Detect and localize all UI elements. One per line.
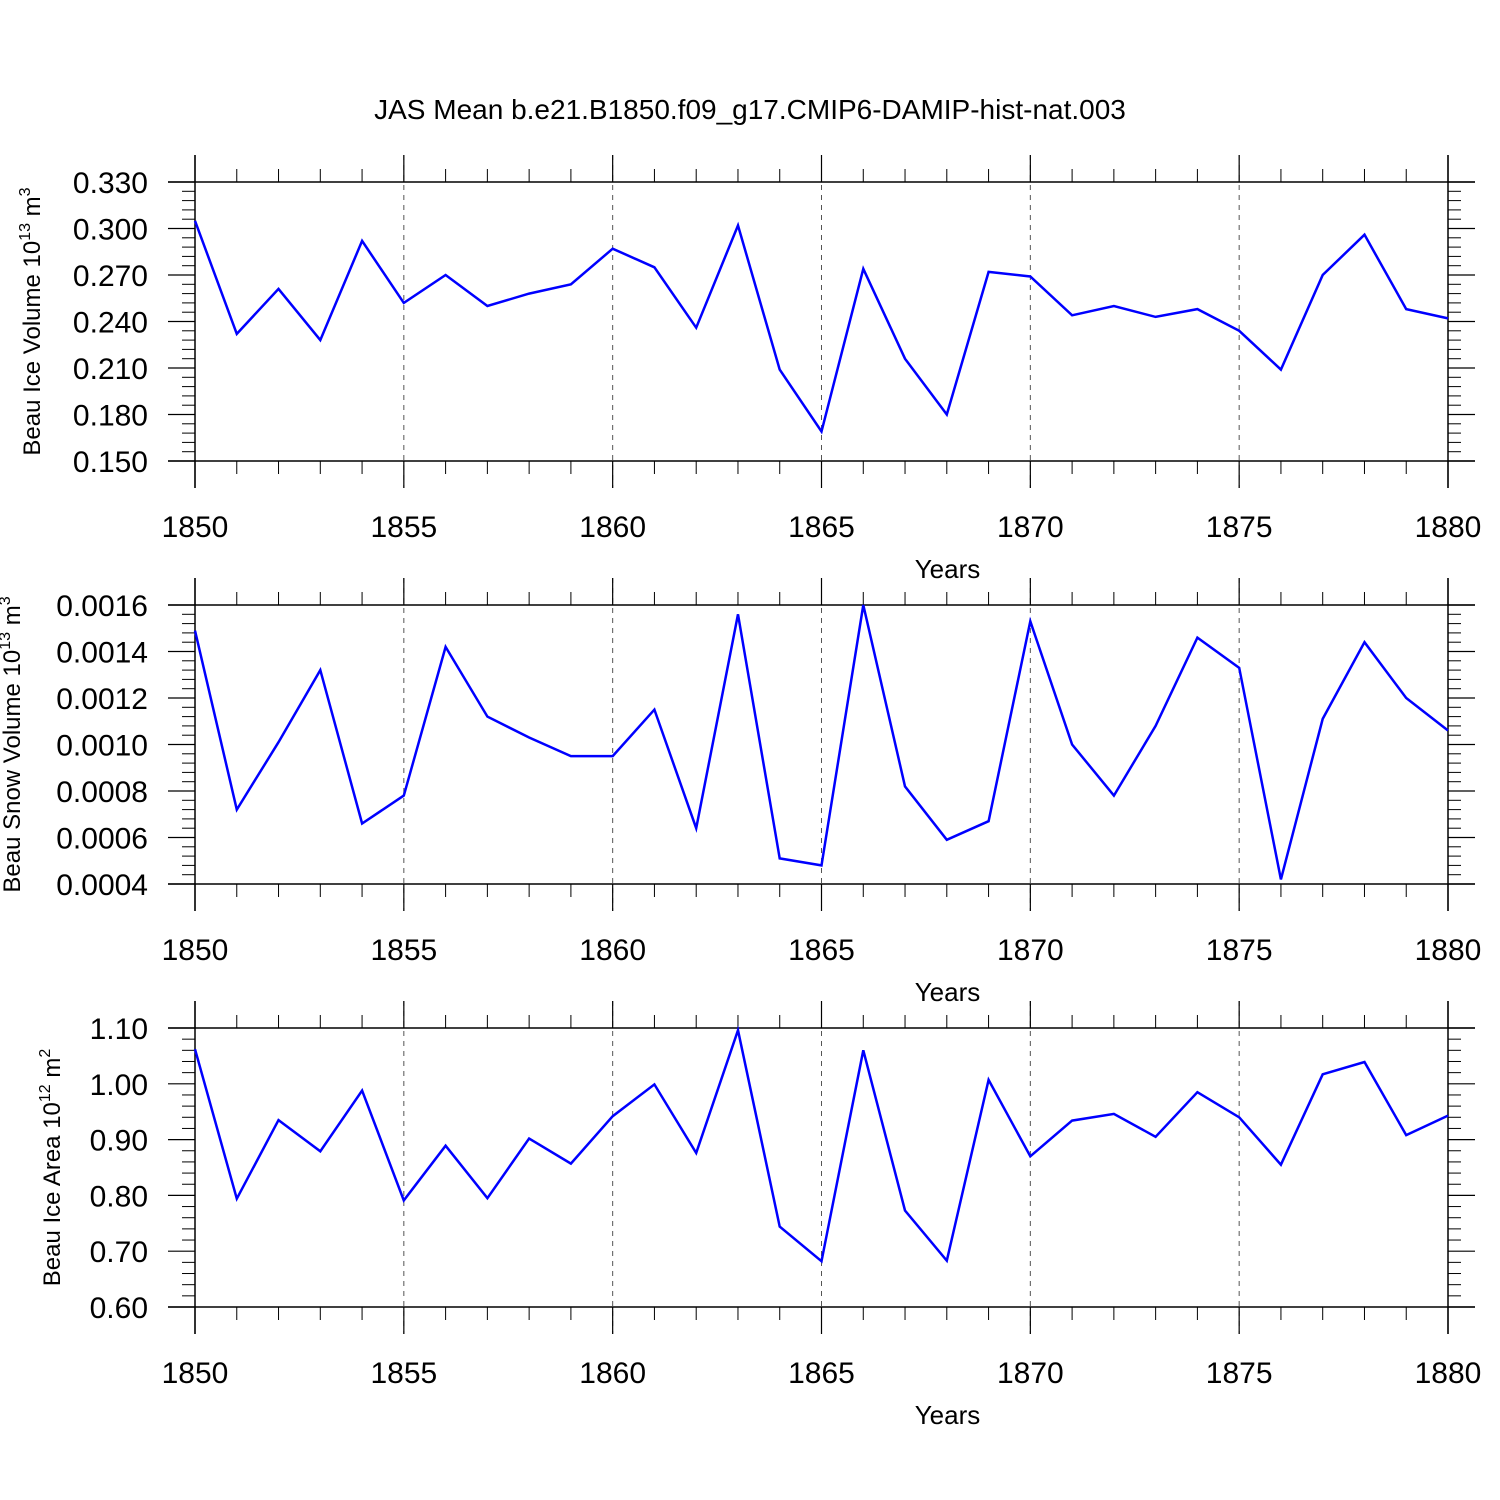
y-axis-label-text: Beau Snow Volume 10 [0,650,26,893]
y-tick-label: 0.60 [90,1292,148,1325]
y-axis-label-text: Beau Ice Area 10 [39,1102,66,1286]
x-tick-label: 1865 [788,934,855,967]
y-axis-label-unit: m [19,196,46,223]
y-axis-label: Beau Snow Volume 1013 m3 [0,596,26,892]
x-tick-label: 1875 [1206,511,1273,544]
x-tick-label: 1860 [579,511,646,544]
y-tick-label: 1.00 [90,1069,148,1102]
y-tick-label: 0.0006 [56,823,148,856]
y-tick-label: 0.0012 [56,683,148,716]
y-axis-label-unit-exponent: 3 [0,596,14,605]
x-tick-label: 1865 [788,1357,855,1390]
x-tick-label: 1875 [1206,1357,1273,1390]
x-tick-label: 1860 [579,934,646,967]
y-axis-label: Beau Ice Volume 1013 m3 [17,187,46,455]
x-tick-label: 1855 [370,511,437,544]
x-tick-label: 1880 [1415,1357,1482,1390]
y-tick-label: 0.0016 [56,590,148,623]
chart-panel-1: 0.150 0.180 0.210 0.240 0.270 0.300 0.330 1850 1… [17,155,1481,584]
data-series-line [193,604,1449,880]
chart-panel-2: 0.0004 0.0006 0.0008 0.0010 0.0012 0.0014 0.00… [0,578,1481,1007]
x-tick-label: 1855 [370,934,437,967]
y-axis-label-exponent: 12 [37,1084,54,1102]
x-tick-label: 1870 [997,1357,1064,1390]
x-tick-label: 1865 [788,511,855,544]
x-tick-label: 1875 [1206,934,1273,967]
y-axis-label-unit-exponent: 3 [17,187,34,196]
x-tick-label: 1850 [162,511,229,544]
x-tick-label: 1880 [1415,511,1482,544]
x-axis-label: Years [915,977,981,1007]
y-tick-label: 0.0010 [56,730,148,763]
y-axis-label: Beau Ice Area 1012 m2 [37,1049,66,1287]
y-tick-label: 0.0008 [56,776,148,809]
chart-panels: 0.150 0.180 0.210 0.240 0.270 0.300 0.330 1850 1… [0,155,1481,1430]
y-tick-label: 0.180 [73,400,148,433]
y-axis-label-exponent: 13 [17,223,34,241]
y-axis-label-unit: m [0,605,26,632]
y-tick-label: 0.300 [73,214,148,247]
x-axis-label: Years [915,1400,981,1430]
y-tick-label: 0.90 [90,1125,148,1158]
y-axis-label-unit: m [39,1058,66,1085]
y-tick-label: 0.150 [73,446,148,479]
y-tick-label: 0.80 [90,1180,148,1213]
y-tick-label: 0.0014 [56,637,148,670]
chart-panel-3: 0.60 0.70 0.80 0.90 1.00 1.10 1850 1855 1860 1865… [37,1001,1481,1430]
data-series-line [193,1025,1449,1264]
y-tick-label: 1.10 [90,1013,148,1046]
x-tick-label: 1870 [997,934,1064,967]
chart-title: JAS Mean b.e21.B1850.f09_g17.CMIP6-DAMIP… [374,94,1126,125]
y-tick-label: 0.270 [73,260,148,293]
y-tick-label: 0.330 [73,167,148,200]
y-tick-label: 0.210 [73,353,148,386]
y-tick-label: 0.0004 [56,869,148,902]
x-tick-label: 1850 [162,1357,229,1390]
x-tick-label: 1860 [579,1357,646,1390]
y-tick-label: 0.240 [73,307,148,340]
y-axis-label-text: Beau Ice Volume 10 [19,241,46,456]
x-tick-label: 1870 [997,511,1064,544]
x-tick-label: 1880 [1415,934,1482,967]
y-axis-label-exponent: 13 [0,632,14,650]
y-axis-label-unit-exponent: 2 [37,1049,54,1058]
x-axis-label: Years [915,554,981,584]
x-tick-label: 1850 [162,934,229,967]
x-tick-label: 1855 [370,1357,437,1390]
data-series-line [193,220,1449,435]
y-tick-label: 0.70 [90,1236,148,1269]
